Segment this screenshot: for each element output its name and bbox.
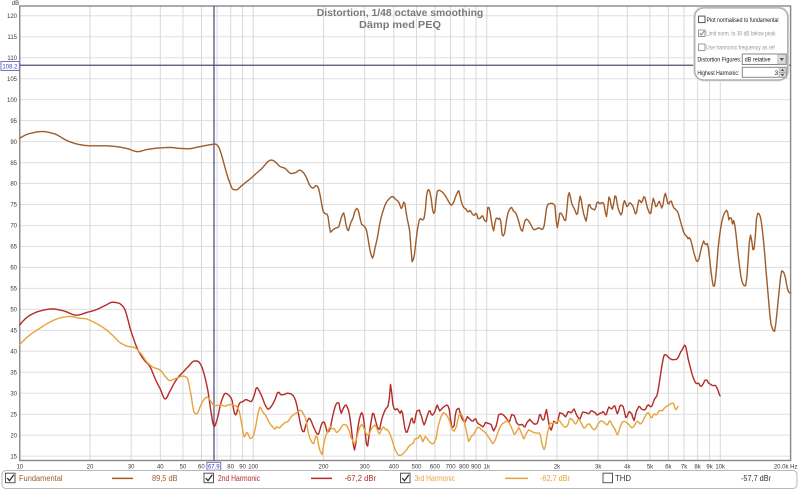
svg-text:9k: 9k (706, 464, 713, 470)
svg-text:45: 45 (10, 329, 17, 335)
svg-text:1k: 1k (484, 464, 491, 470)
svg-text:200: 200 (318, 464, 329, 470)
svg-text:20: 20 (10, 433, 17, 439)
svg-text:20: 20 (87, 464, 94, 470)
svg-text:40: 40 (10, 350, 17, 356)
svg-text:108.2: 108.2 (2, 65, 18, 71)
svg-text:THD: THD (615, 474, 631, 483)
svg-text:110: 110 (7, 56, 17, 62)
svg-text:600: 600 (430, 464, 441, 470)
svg-text:6k: 6k (665, 464, 672, 470)
svg-text:2nd Harmonic: 2nd Harmonic (218, 474, 260, 483)
svg-text:-67,2 dBr: -67,2 dBr (345, 474, 377, 483)
svg-text:60: 60 (198, 464, 205, 470)
svg-text:15: 15 (10, 454, 17, 460)
svg-text:105: 105 (7, 77, 18, 83)
svg-text:100: 100 (7, 98, 18, 104)
svg-text:700: 700 (446, 464, 457, 470)
svg-text:50: 50 (10, 308, 17, 314)
svg-text:89,5 dB: 89,5 dB (152, 474, 178, 483)
svg-text:65: 65 (10, 245, 17, 251)
svg-text:8k: 8k (694, 464, 701, 470)
svg-text:-62,7 dBr: -62,7 dBr (540, 474, 570, 483)
svg-text:40: 40 (157, 464, 164, 470)
svg-text:60: 60 (10, 266, 17, 272)
svg-text:Distortion Figures:: Distortion Figures: (697, 56, 741, 63)
svg-text:20.0k Hz: 20.0k Hz (774, 464, 798, 470)
svg-text:Dämp med PEQ: Dämp med PEQ (359, 20, 441, 31)
svg-text:80: 80 (10, 182, 17, 188)
svg-text:-57,7 dBr: -57,7 dBr (741, 474, 771, 483)
svg-text:50: 50 (180, 464, 187, 470)
svg-text:70: 70 (10, 224, 17, 230)
svg-text:300: 300 (360, 464, 371, 470)
svg-text:500: 500 (411, 464, 422, 470)
svg-text:115: 115 (7, 35, 17, 41)
svg-text:800: 800 (459, 464, 470, 470)
svg-text:7k: 7k (681, 464, 688, 470)
svg-text:900: 900 (471, 464, 482, 470)
svg-text:10: 10 (16, 464, 23, 470)
svg-text:Plot normalised to fundamental: Plot normalised to fundamental (707, 16, 779, 23)
svg-text:35: 35 (10, 371, 17, 377)
svg-text:90: 90 (10, 140, 17, 146)
svg-text:Highest Harmonic:: Highest Harmonic: (697, 69, 739, 76)
svg-text:25: 25 (10, 412, 17, 418)
svg-text:dB relative: dB relative (745, 56, 771, 63)
svg-text:80: 80 (227, 464, 234, 470)
svg-text:5k: 5k (647, 464, 654, 470)
svg-text:30: 30 (128, 464, 135, 470)
svg-text:Limit norm. to 30 dB below pea: Limit norm. to 30 dB below peak (706, 30, 776, 37)
svg-text:4k: 4k (624, 464, 631, 470)
svg-text:400: 400 (389, 464, 400, 470)
svg-text:90: 90 (239, 464, 246, 470)
svg-text:3rd Harmonic: 3rd Harmonic (415, 474, 456, 483)
svg-text:85: 85 (10, 161, 17, 167)
svg-text:100: 100 (248, 464, 259, 470)
svg-text:67.9: 67.9 (208, 465, 220, 471)
svg-text:30: 30 (10, 391, 17, 397)
svg-text:Fundamental: Fundamental (19, 474, 63, 483)
svg-text:120: 120 (7, 14, 18, 20)
svg-text:Distortion, 1/48 octave smooth: Distortion, 1/48 octave smoothing (317, 8, 484, 19)
svg-text:dB: dB (12, 1, 19, 7)
svg-text:10k: 10k (715, 464, 726, 470)
svg-text:3k: 3k (595, 464, 602, 470)
svg-text:95: 95 (10, 119, 17, 125)
svg-text:3: 3 (774, 69, 778, 76)
svg-text:55: 55 (10, 287, 17, 293)
svg-text:75: 75 (10, 203, 17, 209)
svg-text:2k: 2k (554, 464, 561, 470)
svg-text:Use harmonic frequency as ref: Use harmonic frequency as ref (706, 44, 775, 51)
